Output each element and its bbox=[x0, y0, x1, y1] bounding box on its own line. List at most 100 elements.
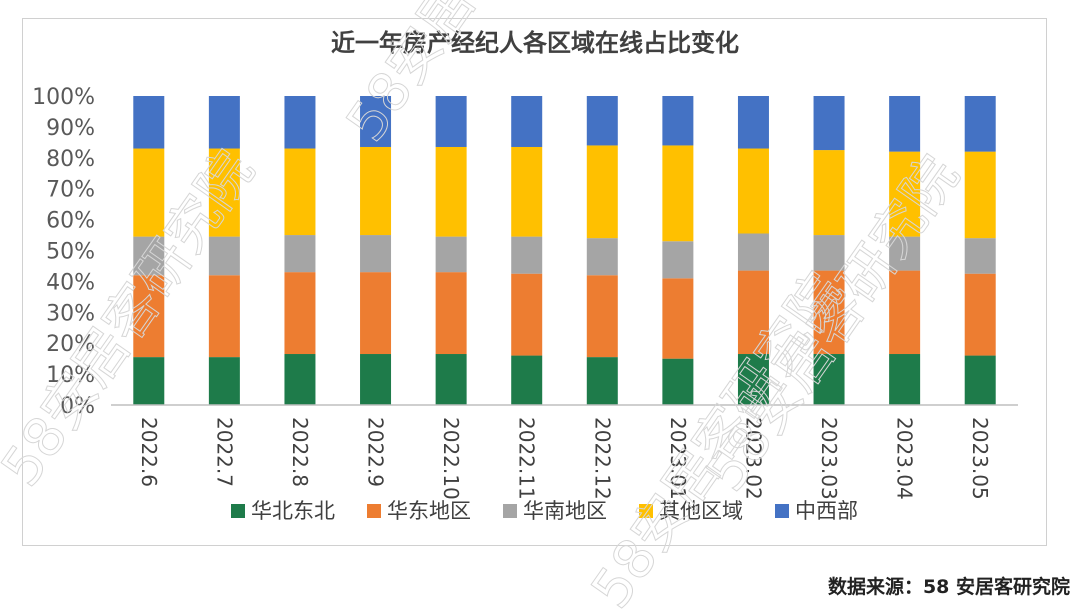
bar-segment bbox=[435, 96, 467, 147]
bar-segment bbox=[435, 272, 467, 355]
bar-segment bbox=[511, 146, 543, 237]
bar-segment bbox=[133, 357, 165, 405]
bar-segment bbox=[737, 354, 769, 405]
x-tick-label: 2023.02 bbox=[741, 417, 765, 500]
bar-segment bbox=[964, 151, 996, 239]
bar-segment bbox=[586, 275, 618, 358]
bar-segment bbox=[435, 236, 467, 273]
y-tick-label: 50% bbox=[46, 240, 95, 265]
legend-label: 华东地区 bbox=[387, 499, 471, 523]
x-tick-label: 2022.12 bbox=[590, 417, 614, 500]
x-tick-label: 2023.03 bbox=[817, 417, 841, 500]
x-tick-label: 2022.9 bbox=[364, 417, 388, 487]
bar-segment bbox=[889, 151, 921, 237]
bar-segment bbox=[662, 241, 694, 279]
y-tick-label: 20% bbox=[46, 332, 95, 357]
y-tick-label: 90% bbox=[46, 116, 95, 141]
stacked-bar-chart: 近一年房产经纪人各区域在线占比变化 0% 10% 20% 30% 40% 50% 60% 70… bbox=[32, 29, 1018, 523]
x-tick-label: 2022.8 bbox=[288, 417, 312, 487]
bar-segment bbox=[360, 235, 392, 273]
legend: 华北东北 华东地区 华南地区 其他区域 中西部 bbox=[231, 499, 858, 523]
bar-segment bbox=[511, 236, 543, 274]
bar-segment bbox=[284, 235, 316, 273]
bar-segment bbox=[662, 145, 694, 242]
bar-segment bbox=[208, 96, 240, 149]
bar-segment bbox=[360, 272, 392, 355]
bar-segment bbox=[813, 270, 845, 355]
bar-segment bbox=[586, 96, 618, 146]
bar-segment bbox=[813, 150, 845, 236]
bar-segment bbox=[964, 238, 996, 274]
y-tick-label: 60% bbox=[46, 209, 95, 234]
bar-segment bbox=[435, 146, 467, 237]
bar-segment bbox=[964, 273, 996, 356]
y-tick-label: 80% bbox=[46, 147, 95, 172]
bar-segment bbox=[133, 96, 165, 149]
legend-label: 中西部 bbox=[795, 499, 858, 523]
chart-frame: 近一年房产经纪人各区域在线占比变化 0% 10% 20% 30% 40% 50% 60% 70… bbox=[22, 18, 1047, 546]
x-tick-label: 2022.7 bbox=[212, 417, 236, 487]
bar-segment bbox=[813, 96, 845, 151]
bar-segment bbox=[511, 355, 543, 405]
y-tick-label: 30% bbox=[46, 301, 95, 326]
legend-label: 华南地区 bbox=[523, 499, 607, 523]
bar-segment bbox=[737, 148, 769, 234]
bar-segment bbox=[133, 148, 165, 237]
bar-segment bbox=[208, 357, 240, 405]
legend-label: 华北东北 bbox=[251, 499, 335, 523]
y-tick-label: 0% bbox=[60, 394, 95, 419]
bar-segment bbox=[964, 96, 996, 152]
bars bbox=[133, 96, 996, 405]
bar-segment bbox=[889, 270, 921, 355]
legend-swatch bbox=[231, 504, 245, 518]
bar-segment bbox=[813, 354, 845, 405]
x-tick-label: 2023.01 bbox=[666, 417, 690, 500]
bar-segment bbox=[586, 145, 618, 239]
bar-segment bbox=[360, 146, 392, 236]
source-note: 数据来源：58 安居客研究院 bbox=[827, 576, 1070, 598]
bar-segment bbox=[435, 354, 467, 405]
bar-segment bbox=[586, 357, 618, 405]
bar-segment bbox=[360, 96, 392, 147]
bar-segment bbox=[662, 96, 694, 146]
chart-title: 近一年房产经纪人各区域在线占比变化 bbox=[331, 29, 739, 57]
bar-segment bbox=[889, 354, 921, 405]
legend-swatch bbox=[367, 504, 381, 518]
bar-segment bbox=[284, 148, 316, 236]
bar-segment bbox=[737, 270, 769, 355]
legend-swatch bbox=[639, 504, 653, 518]
bar-segment bbox=[284, 272, 316, 355]
x-tick-label: 2023.05 bbox=[968, 417, 992, 500]
bar-segment bbox=[208, 148, 240, 237]
bar-segment bbox=[737, 233, 769, 271]
y-tick-label: 40% bbox=[46, 270, 95, 295]
x-axis: 2022.6 2022.7 2022.8 2022.9 2022.10 2022.11 20… bbox=[137, 417, 992, 500]
bar-segment bbox=[511, 96, 543, 147]
legend-swatch bbox=[503, 504, 517, 518]
legend-label: 其他区域 bbox=[659, 499, 743, 523]
bar-segment bbox=[737, 96, 769, 149]
x-tick-label: 2023.04 bbox=[893, 417, 917, 500]
bar-segment bbox=[133, 236, 165, 276]
bar-segment bbox=[662, 358, 694, 405]
y-tick-label: 100% bbox=[32, 85, 95, 110]
x-tick-label: 2022.10 bbox=[439, 417, 463, 500]
bar-segment bbox=[208, 275, 240, 358]
bar-segment bbox=[511, 273, 543, 356]
x-tick-label: 2022.6 bbox=[137, 417, 161, 487]
bar-segment bbox=[889, 236, 921, 271]
bar-segment bbox=[889, 96, 921, 152]
bar-segment bbox=[813, 235, 845, 271]
bar-segment bbox=[360, 354, 392, 405]
bar-segment bbox=[662, 278, 694, 359]
legend-swatch bbox=[775, 504, 789, 518]
y-tick-label: 10% bbox=[46, 363, 95, 388]
y-tick-label: 70% bbox=[46, 178, 95, 203]
bar-segment bbox=[586, 238, 618, 276]
bar-segment bbox=[208, 236, 240, 276]
bar-segment bbox=[284, 354, 316, 405]
bar-segment bbox=[133, 275, 165, 358]
x-tick-label: 2022.11 bbox=[515, 417, 539, 500]
y-axis: 0% 10% 20% 30% 40% 50% 60% 70% 80% 90% 100% bbox=[32, 85, 95, 419]
bar-segment bbox=[284, 96, 316, 149]
